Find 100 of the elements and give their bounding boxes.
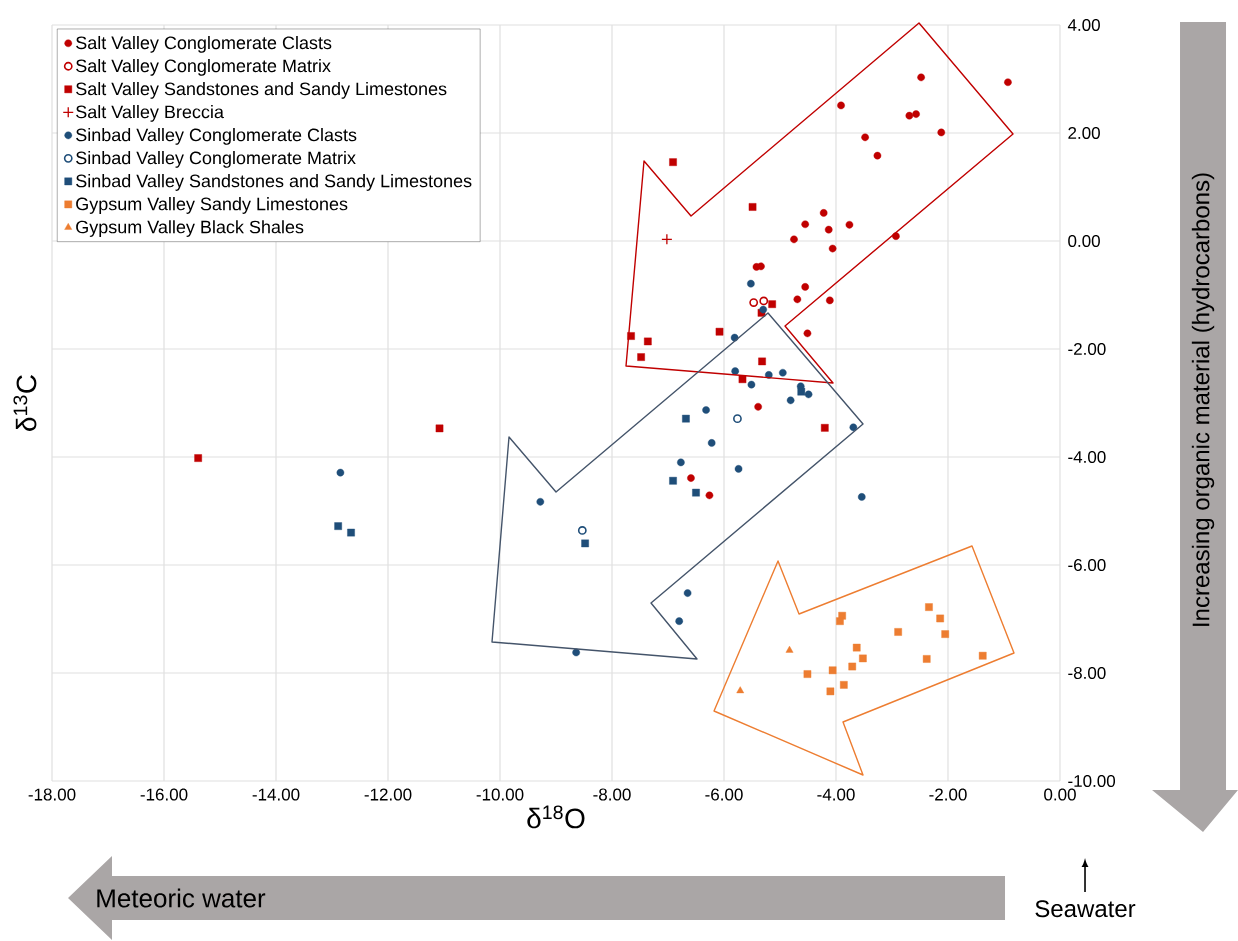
legend-label: Salt Valley Sandstones and Sandy Limestones xyxy=(76,82,447,99)
point xyxy=(837,101,845,110)
y-tick-label: -4.00 xyxy=(1068,450,1106,464)
point xyxy=(803,329,812,338)
legend-label: Salt Valley Conglomerate Matrix xyxy=(76,58,331,76)
point xyxy=(779,368,787,377)
point xyxy=(644,337,652,346)
point xyxy=(435,424,444,433)
point xyxy=(852,643,861,652)
x-axis-title: δ$^{18}$O xyxy=(527,805,585,829)
point xyxy=(941,630,949,638)
point xyxy=(581,539,589,548)
point xyxy=(747,279,755,288)
x-tick-label: -4.00 xyxy=(817,788,855,801)
point xyxy=(738,375,747,384)
point xyxy=(683,589,692,597)
point xyxy=(334,522,342,530)
point xyxy=(757,262,765,271)
y-tick-label: -10.00 xyxy=(1068,774,1116,788)
point xyxy=(687,474,695,482)
point xyxy=(682,414,690,423)
x-tick-label: -10.00 xyxy=(476,788,524,801)
point xyxy=(336,468,345,477)
point xyxy=(828,666,837,675)
x-tick-label: -16.00 xyxy=(140,788,188,801)
point xyxy=(733,414,742,424)
point xyxy=(803,670,812,678)
legend-label: Sinbad Valley Conglomerate Clasts xyxy=(76,128,357,145)
point xyxy=(731,367,739,375)
point xyxy=(836,617,844,625)
point xyxy=(925,603,933,611)
point xyxy=(892,232,900,240)
point xyxy=(978,651,987,660)
point xyxy=(912,110,920,118)
point xyxy=(785,645,794,653)
point xyxy=(734,465,743,473)
point xyxy=(759,296,769,306)
point xyxy=(801,220,809,229)
point xyxy=(675,617,683,625)
point xyxy=(790,235,798,244)
point xyxy=(692,488,700,497)
point xyxy=(768,300,776,308)
y-tick-label: -8.00 xyxy=(1068,666,1106,680)
point xyxy=(861,133,869,142)
point xyxy=(894,628,902,636)
x-tick-label: -6.00 xyxy=(705,788,743,801)
point xyxy=(821,424,829,432)
y-tick-label: 4.00 xyxy=(1067,18,1100,32)
legend-label: Salt Valley Conglomerate Clasts xyxy=(76,35,332,53)
x-tick-label: -2.00 xyxy=(929,788,967,801)
point xyxy=(627,332,635,340)
point xyxy=(347,528,355,537)
point xyxy=(572,648,580,657)
y-tick-label: -6.00 xyxy=(1068,558,1106,572)
text: Increasing organic material (hydrocarbons) xyxy=(1191,173,1215,626)
point xyxy=(824,225,833,234)
point xyxy=(828,244,837,253)
point xyxy=(749,298,759,307)
point xyxy=(707,439,716,447)
point xyxy=(849,423,858,432)
point xyxy=(661,233,673,246)
text: Seawater xyxy=(1035,900,1136,918)
point xyxy=(857,493,866,501)
x-tick-label: -8.00 xyxy=(593,788,631,801)
point xyxy=(819,209,828,217)
point xyxy=(937,128,946,137)
point xyxy=(702,406,710,414)
point xyxy=(536,498,545,506)
point xyxy=(848,662,857,671)
y-tick-label: 0.00 xyxy=(1068,234,1100,248)
y-tick-label: 2.00 xyxy=(1068,126,1100,140)
point xyxy=(793,295,802,304)
point xyxy=(577,526,587,535)
point xyxy=(873,151,882,160)
point xyxy=(826,296,834,305)
x-tick-label: -18.00 xyxy=(28,788,76,801)
point xyxy=(922,655,931,663)
point xyxy=(748,203,757,211)
point xyxy=(677,458,685,467)
point xyxy=(917,73,925,82)
point xyxy=(194,454,202,462)
x-tick-label: -12.00 xyxy=(364,788,412,801)
legend-label: Gypsum Valley Black Shales xyxy=(76,220,304,237)
text: Meteoric water xyxy=(97,888,266,908)
point xyxy=(669,158,677,166)
point xyxy=(804,390,813,399)
x-tick-label: -14.00 xyxy=(252,788,300,801)
point xyxy=(758,357,766,366)
x-tick-label: 0.00 xyxy=(1044,788,1076,801)
point xyxy=(845,220,854,229)
point xyxy=(754,402,762,411)
point xyxy=(747,380,756,389)
point xyxy=(705,491,714,500)
point xyxy=(797,387,806,396)
point xyxy=(826,687,835,696)
y-axis-title: δ$^{13}$C xyxy=(13,375,37,431)
point xyxy=(905,111,914,120)
point xyxy=(786,396,795,405)
point xyxy=(840,681,848,689)
point xyxy=(936,614,944,623)
